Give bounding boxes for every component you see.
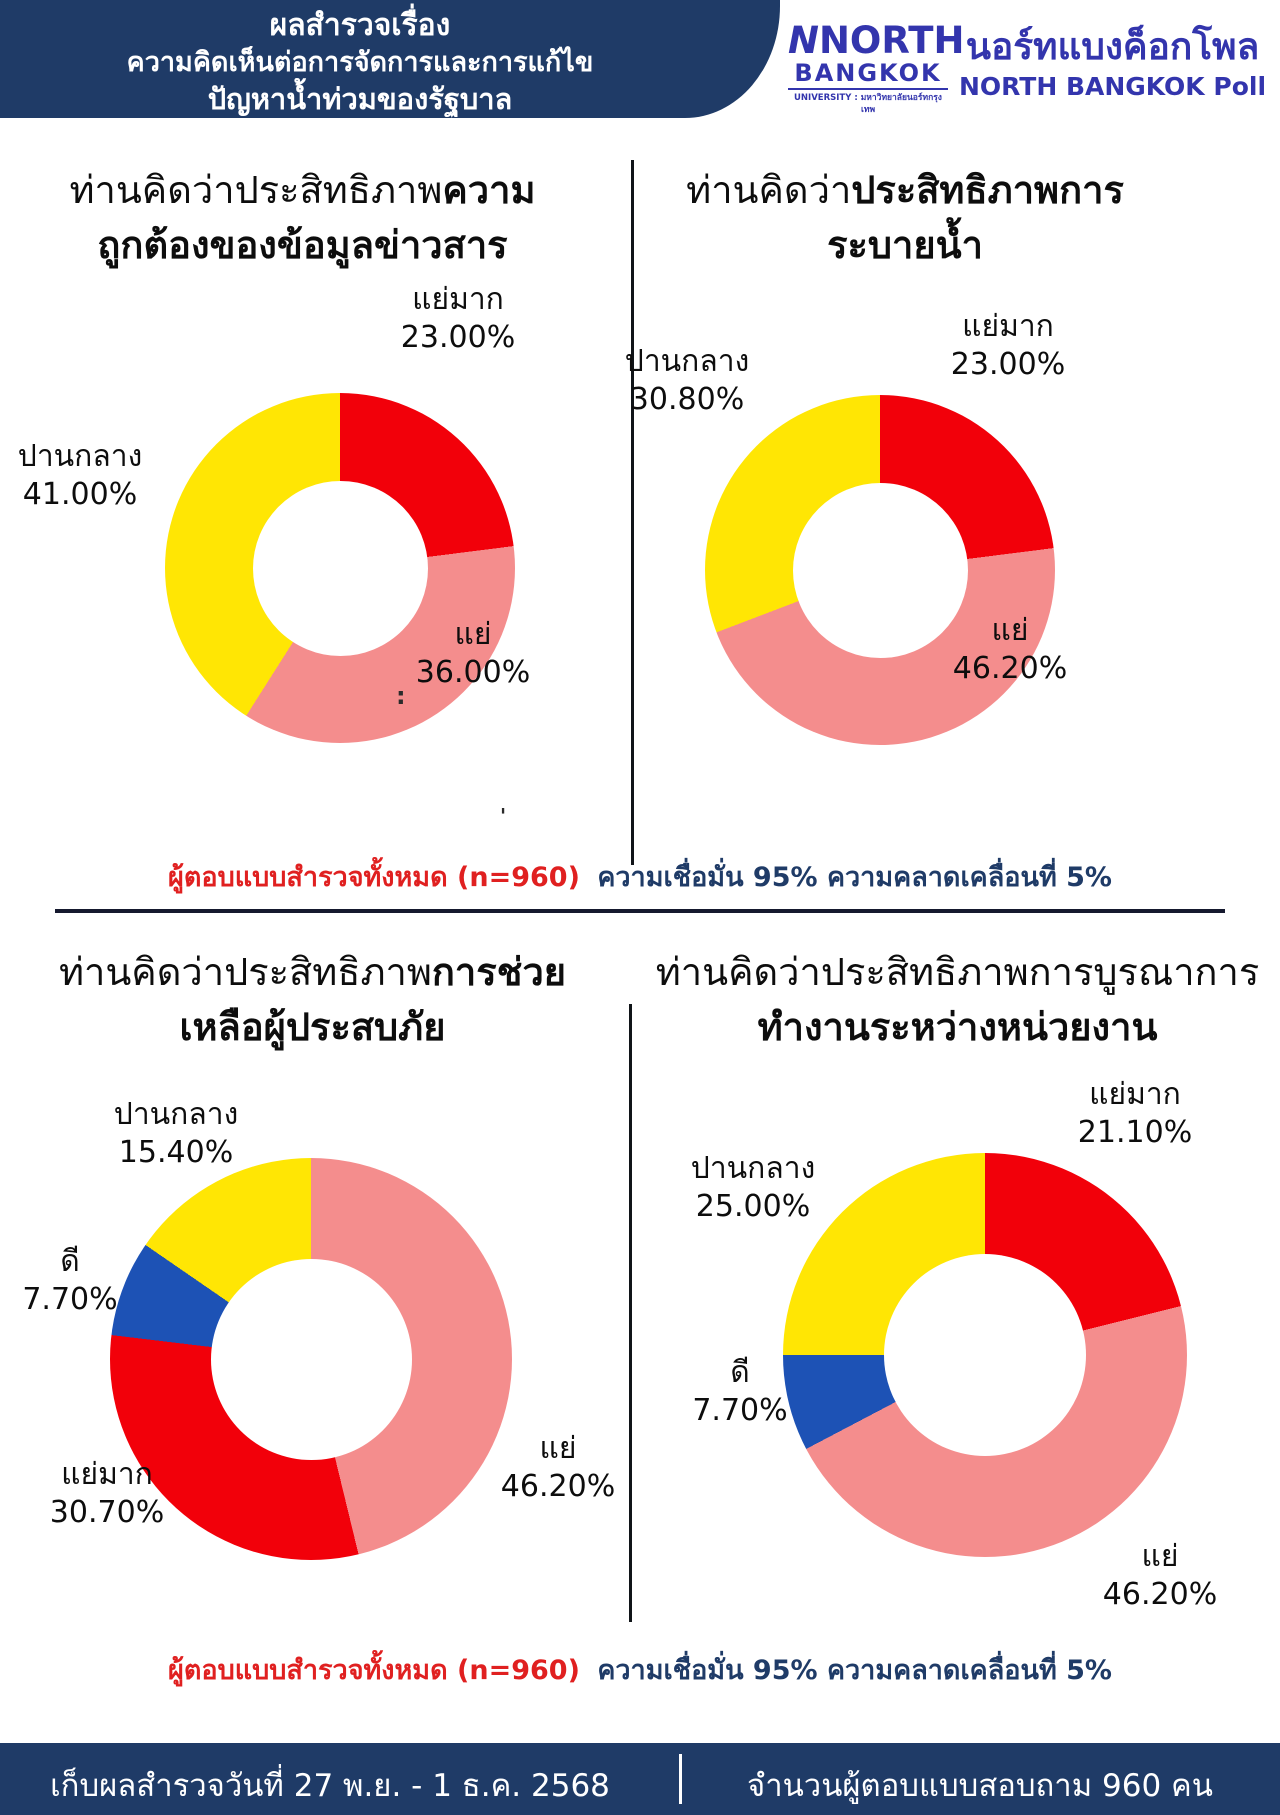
segment-label-moderate: ปานกลาง 15.40% [113, 1097, 239, 1170]
methodology-note-bottom: ผู้ตอบแบบสำรวจทั้งหมด (n=960) ความเชื่อม… [0, 1648, 1280, 1691]
donut-chart-drainage [705, 395, 1055, 745]
segment-label-moderate: ปานกลาง 41.00% [17, 439, 143, 512]
chart3-title: ท่านคิดว่าประสิทธิภาพการช่วย เหลือผู้ประ… [5, 945, 620, 1055]
segment-label-moderate: ปานกลาง 30.80% [624, 344, 750, 417]
poll-name-thai: นอร์ทแบงค็อกโพล [965, 25, 1260, 68]
chart4-title-line2: ทำงานระหว่างหน่วยงาน [757, 1005, 1158, 1049]
segment-label-very-bad: แย่มาก 30.70% [49, 1457, 165, 1530]
donut-chart-info-accuracy [165, 393, 515, 743]
segment-label-bad: แย่ 46.20% [1102, 1539, 1218, 1612]
vertical-divider-top [631, 160, 634, 865]
north-bangkok-university-logo: NNORTH BANGKOK UNIVERSITY : มหาวิทยาลัยน… [788, 19, 964, 116]
logo-n-glyph: N [788, 19, 819, 62]
methodology-note-top: ผู้ตอบแบบสำรวจทั้งหมด (n=960) ความเชื่อม… [0, 855, 1280, 898]
survey-dates: เก็บผลสำรวจวันที่ 27 พ.ย. - 1 ธ.ค. 2568 [50, 1768, 610, 1804]
chart2-title: ท่านคิดว่าประสิทธิภาพการ ระบายน้ำ [655, 163, 1155, 273]
chart4-title: ท่านคิดว่าประสิทธิภาพการบูรณาการ ทำงานระ… [640, 945, 1275, 1055]
logo-university-caption: UNIVERSITY : มหาวิทยาลัยนอร์ทกรุงเทพ [788, 88, 948, 116]
poll-name-english: NORTH BANGKOK Poll [958, 72, 1267, 101]
respondents-count: ผู้ตอบแบบสำรวจทั้งหมด (n=960) [168, 1655, 580, 1686]
stray-colon-mark: : [396, 682, 406, 710]
segment-label-very-bad: แย่มาก 21.10% [1077, 1077, 1193, 1150]
segment-label-good: ดี 7.70% [22, 1244, 118, 1317]
chart4-title-line1: ท่านคิดว่าประสิทธิภาพการบูรณาการ [655, 950, 1260, 994]
segment-label-bad: แย่ 46.20% [500, 1431, 616, 1504]
segment-label-bad: แย่ 46.20% [952, 613, 1068, 686]
chart3-title-line1: ท่านคิดว่าประสิทธิภาพการช่วย [58, 950, 567, 994]
poll-brand: นอร์ทแบงค็อกโพล NORTH BANGKOK Poll [950, 24, 1275, 104]
donut-hole [252, 480, 428, 656]
segment-label-very-bad: แย่มาก 23.00% [400, 282, 516, 355]
footer-bar: เก็บผลสำรวจวันที่ 27 พ.ย. - 1 ธ.ค. 2568 … [0, 1743, 1280, 1815]
survey-title-line2: ความคิดเห็นต่อการจัดการและการแก้ไข [126, 47, 594, 78]
donut-chart-victim-assistance [110, 1158, 512, 1560]
survey-title-line3: ปัญหาน้ำท่วมของรัฐบาล [207, 82, 513, 116]
respondents-count: ผู้ตอบแบบสำรวจทั้งหมด (n=960) [168, 862, 580, 893]
confidence-note: ความเชื่อมั่น 95% ความคลาดเคลื่อนที่ 5% [597, 862, 1112, 893]
donut-hole [210, 1258, 412, 1460]
segment-label-moderate: ปานกลาง 25.00% [690, 1151, 816, 1224]
chart1-title-line1: ท่านคิดว่าประสิทธิภาพความ [69, 168, 536, 212]
header-banner: ผลสำรวจเรื่อง ความคิดเห็นต่อการจัดการและ… [0, 0, 780, 118]
chart1-title: ท่านคิดว่าประสิทธิภาพความ ถูกต้องของข้อม… [10, 163, 595, 273]
horizontal-divider [55, 909, 1225, 913]
stray-tick-mark: ' [500, 804, 507, 828]
donut-hole [884, 1254, 1086, 1456]
confidence-note: ความเชื่อมั่น 95% ความคลาดเคลื่อนที่ 5% [597, 1655, 1112, 1686]
chart2-title-line2: ระบายน้ำ [827, 223, 983, 267]
vertical-divider-bottom [629, 1004, 632, 1622]
donut-chart-integration [783, 1153, 1187, 1557]
footer-divider [679, 1754, 682, 1804]
segment-label-bad: แย่ 36.00% [415, 617, 531, 690]
donut-hole [792, 482, 968, 658]
chart2-title-line1: ท่านคิดว่าประสิทธิภาพการ [686, 168, 1124, 212]
segment-label-very-bad: แย่มาก 23.00% [950, 309, 1066, 382]
logo-name-top-text: NORTH [818, 19, 965, 62]
chart3-title-line2: เหลือผู้ประสบภัย [179, 1005, 446, 1049]
segment-label-good: ดี 7.70% [692, 1355, 788, 1428]
logo-name-top: NNORTH [788, 19, 964, 62]
respondents-total: จำนวนผู้ตอบแบบสอบถาม 960 คน [747, 1768, 1213, 1804]
survey-title: ผลสำรวจเรื่อง ความคิดเห็นต่อการจัดการและ… [15, 7, 705, 117]
chart1-title-line2: ถูกต้องของข้อมูลข่าวสาร [97, 223, 508, 267]
survey-title-line1: ผลสำรวจเรื่อง [269, 8, 451, 43]
logo-name-bottom: BANGKOK [794, 59, 942, 87]
